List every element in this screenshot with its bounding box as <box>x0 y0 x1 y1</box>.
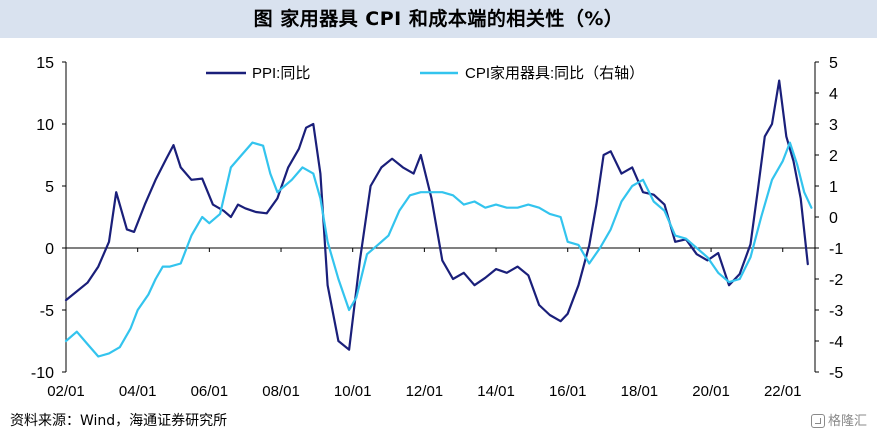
legend-label: PPI:同比 <box>252 65 310 82</box>
series-line-ppi <box>64 79 809 351</box>
left-y-tick-label: -5 <box>40 303 54 320</box>
x-tick-label: 08/01 <box>262 383 300 400</box>
right-y-tick-label: 5 <box>829 55 838 72</box>
right-y-tick-label: -5 <box>829 365 843 382</box>
x-tick-label: 06/01 <box>191 383 229 400</box>
x-tick-label: 14/01 <box>477 383 515 400</box>
watermark: 格隆汇 <box>810 410 867 429</box>
left-y-tick-label: 10 <box>36 117 54 134</box>
left-y-tick-label: 0 <box>45 241 54 258</box>
x-tick-label: 16/01 <box>549 383 587 400</box>
right-y-tick-label: 3 <box>829 117 838 134</box>
x-tick-label: 12/01 <box>406 383 444 400</box>
right-y-tick-label: -1 <box>829 241 843 258</box>
left-y-tick-label: 15 <box>36 55 54 72</box>
x-tick-label: 20/01 <box>692 383 730 400</box>
left-y-tick-label: -10 <box>31 365 54 382</box>
x-tick-label: 02/01 <box>47 383 85 400</box>
chart-title: 图 家用器具 CPI 和成本端的相关性（%） <box>0 0 877 38</box>
series-line-cpi <box>64 141 813 358</box>
watermark-text: 格隆汇 <box>827 414 867 429</box>
left-y-tick-label: 5 <box>45 179 54 196</box>
x-tick-label: 18/01 <box>621 383 659 400</box>
legend-label: CPI家用器具:同比（右轴） <box>465 65 644 82</box>
right-y-tick-label: 2 <box>829 148 838 165</box>
chart-area: 15 10 5 0 -5 -10 5 4 3 2 1 0 -1 -2 -3 -4 -5 02/01 04/01 06/… <box>0 38 877 408</box>
right-y-tick-label: -4 <box>829 334 843 351</box>
watermark-logo-icon <box>810 414 825 428</box>
source-note: 资料来源：Wind，海通证券研究所 <box>10 413 228 429</box>
right-y-tick-label: 1 <box>829 179 838 196</box>
legend-ppi: PPI:同比 <box>206 65 310 82</box>
legend-cpi: CPI家用器具:同比（右轴） <box>420 65 644 82</box>
x-tick-label: 22/01 <box>764 383 802 400</box>
right-y-tick-label: -3 <box>829 303 843 320</box>
x-tick-label: 10/01 <box>334 383 372 400</box>
right-y-tick-label: 0 <box>829 210 838 227</box>
right-y-tick-label: 4 <box>829 86 838 103</box>
right-y-tick-label: -2 <box>829 272 843 289</box>
x-tick-label: 04/01 <box>119 383 157 400</box>
